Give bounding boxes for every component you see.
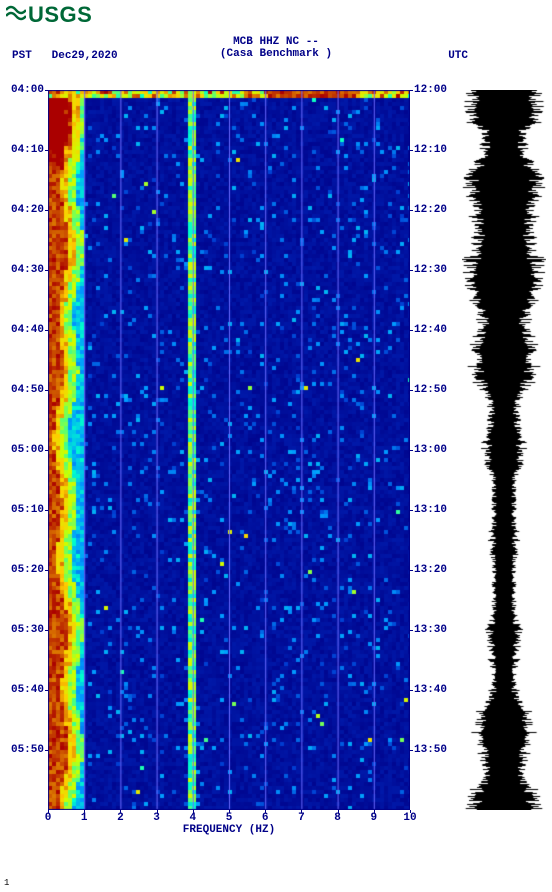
- y-left-tick: 05:10: [11, 504, 44, 516]
- y-right-tick: 12:20: [414, 204, 447, 216]
- x-tick: 7: [298, 812, 305, 824]
- spectrogram-plot: FREQUENCY (HZ) 04:0004:1004:2004:3004:40…: [48, 90, 410, 810]
- left-timezone-label: PST Dec29,2020: [12, 50, 118, 62]
- y-right-tick: 13:40: [414, 684, 447, 696]
- y-right-tick: 13:50: [414, 744, 447, 756]
- right-timezone-label: UTC: [448, 50, 468, 62]
- station-code: MCB HHZ NC --: [0, 36, 552, 48]
- y-right-tick: 12:50: [414, 384, 447, 396]
- y-right-tick: 12:30: [414, 264, 447, 276]
- y-right-tick: 13:10: [414, 504, 447, 516]
- x-axis-label: FREQUENCY (HZ): [183, 824, 275, 836]
- x-tick: 3: [153, 812, 160, 824]
- seismogram-panel: [462, 90, 546, 810]
- left-tz: PST: [12, 50, 32, 62]
- y-right-tick: 13:30: [414, 624, 447, 636]
- y-left-tick: 04:40: [11, 324, 44, 336]
- x-tick: 1: [81, 812, 88, 824]
- y-right-tick: 12:40: [414, 324, 447, 336]
- seismogram-canvas: [462, 90, 546, 810]
- y-right-tick: 13:20: [414, 564, 447, 576]
- x-tick: 5: [226, 812, 233, 824]
- y-left-tick: 04:00: [11, 84, 44, 96]
- y-left-tick: 05:50: [11, 744, 44, 756]
- x-tick: 8: [334, 812, 341, 824]
- y-left-tick: 04:10: [11, 144, 44, 156]
- x-tick: 0: [45, 812, 52, 824]
- y-left-tick: 05:40: [11, 684, 44, 696]
- date-label: Dec29,2020: [52, 50, 118, 62]
- usgs-logo-text: USGS: [28, 2, 92, 28]
- x-tick: 9: [370, 812, 377, 824]
- y-right-tick: 12:00: [414, 84, 447, 96]
- x-tick: 6: [262, 812, 269, 824]
- x-tick: 2: [117, 812, 124, 824]
- usgs-logo: USGS: [6, 2, 92, 28]
- x-tick: 4: [189, 812, 196, 824]
- y-right-tick: 12:10: [414, 144, 447, 156]
- y-left-tick: 04:30: [11, 264, 44, 276]
- y-left-tick: 05:00: [11, 444, 44, 456]
- y-right-tick: 13:00: [414, 444, 447, 456]
- y-left-tick: 04:20: [11, 204, 44, 216]
- spectrogram-canvas: [48, 90, 410, 810]
- x-tick: 10: [403, 812, 416, 824]
- footer-mark: 1: [4, 878, 9, 888]
- y-left-tick: 04:50: [11, 384, 44, 396]
- y-left-tick: 05:20: [11, 564, 44, 576]
- usgs-wave-icon: [6, 2, 26, 28]
- y-left-tick: 05:30: [11, 624, 44, 636]
